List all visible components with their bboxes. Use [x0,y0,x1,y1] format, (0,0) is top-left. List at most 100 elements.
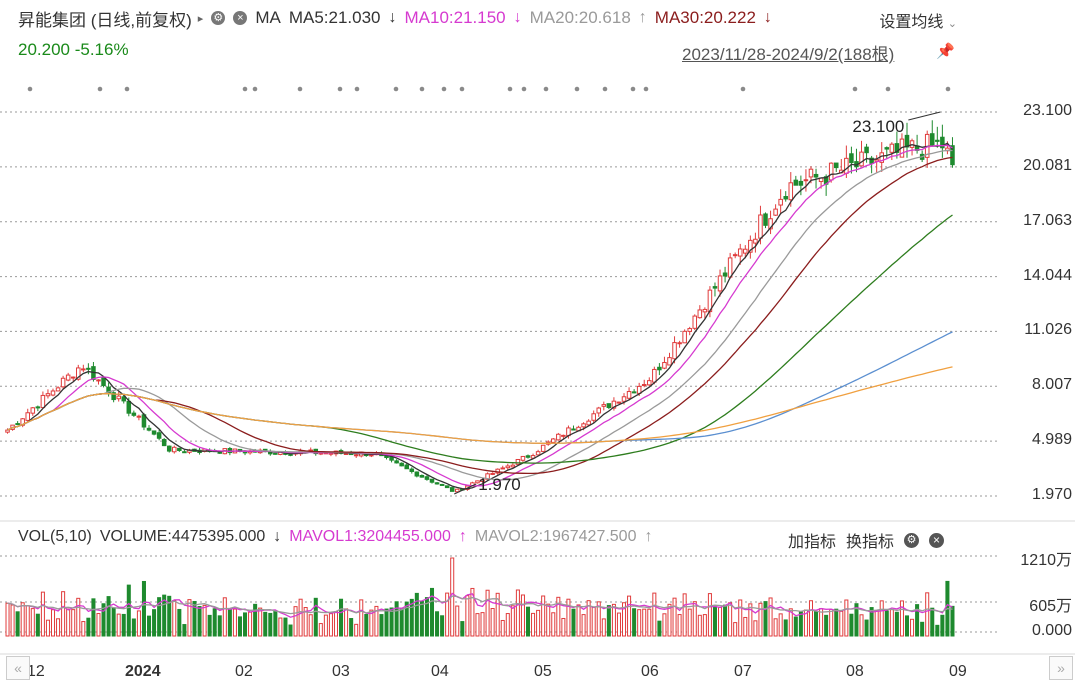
event-marker-icon[interactable] [419,86,425,92]
event-marker-icon[interactable] [459,86,465,92]
candle-body [86,367,91,370]
candle-body [96,379,101,382]
pin-icon[interactable]: 📌 [936,43,955,60]
candle-body [601,404,607,407]
dropdown-triangle-icon[interactable]: ▸ [197,12,204,25]
volume-down-arrow-icon: ↓ [273,528,282,545]
event-marker-icon[interactable] [252,86,258,92]
volume-bar [920,621,925,637]
candle-body [561,434,566,437]
event-marker-icon[interactable] [97,86,103,92]
volume-bar [647,608,652,637]
volume-bar [263,611,268,637]
volume-bar [798,611,803,637]
volume-bar [339,598,344,637]
event-marker-icon[interactable] [393,86,399,92]
event-marker-icon[interactable] [124,86,130,92]
date-range[interactable]: 2023/11/28-2024/9/2(188根) [682,45,895,64]
event-marker-icon[interactable] [885,86,891,92]
volume-bar [30,608,35,637]
candle-body [5,429,10,433]
event-marker-icon[interactable] [507,86,513,92]
add-indicator-button[interactable]: 加指标 [788,534,837,551]
event-marker-icon[interactable] [242,86,248,92]
event-marker-icon[interactable] [643,86,649,92]
volume-bar [56,618,61,637]
volume-bar [288,624,293,637]
scroll-left-button[interactable]: « [6,656,30,680]
scroll-right-button[interactable]: » [1049,656,1073,680]
volume-bar [536,609,541,637]
ma10-value: MA10:21.150 [404,8,506,27]
candle-body [177,447,182,451]
chart-header: 昇能集团 (日线,前复权) ▸ ⚙ × MA MA5:21.030 ↓ MA10:… [18,6,772,30]
event-marker-icon[interactable] [297,86,303,92]
ma-settings-button[interactable]: 设置均线 ⌄ [879,8,957,32]
event-marker-icon[interactable] [27,86,33,92]
event-marker-icon[interactable] [441,86,447,92]
candle-body [15,423,20,426]
candle-body [535,451,541,456]
volume-bar [91,598,96,637]
candle-body [505,465,511,469]
volume-bar [707,593,712,637]
volume-bar [86,617,91,637]
volume-bar [445,592,450,637]
close-icon[interactable]: × [929,532,945,548]
vol-label[interactable]: VOL(5,10) [18,528,92,545]
time-tick-label: 09 [949,663,967,680]
volume-bar [409,598,414,637]
candle-body [859,151,864,167]
stock-title[interactable]: 昇能集团 (日线,前复权) [18,10,192,30]
event-marker-icon[interactable] [602,86,608,92]
volume-bar [915,604,920,637]
candle-body [40,394,46,409]
event-marker-icon[interactable] [852,86,858,92]
volume-bar [859,614,864,637]
volume-bar [551,612,556,637]
switch-indicator-button[interactable]: 换指标 [846,534,895,551]
volume-bar [576,604,581,637]
volume-bar [298,598,303,637]
volume-bar [344,608,349,637]
candle-body [288,453,293,456]
event-marker-icon[interactable] [740,86,746,92]
candle-body [70,376,76,379]
volume-bar [596,601,601,637]
volume-bar [854,603,859,637]
ma20-value: MA20:20.618 [529,8,631,27]
event-marker-icon[interactable] [354,86,360,92]
volume-bar [768,597,773,637]
event-marker-icon[interactable] [574,86,580,92]
event-marker-icon[interactable] [945,86,951,92]
gear-icon[interactable]: ⚙ [211,11,226,25]
candle-body [773,208,778,216]
event-marker-icon[interactable] [521,86,527,92]
candle-body [803,179,809,182]
event-marker-icon[interactable] [543,86,549,92]
mavol1-value: MAVOL1:3204455.000 [289,528,451,545]
event-marker-icon[interactable] [337,86,343,92]
event-marker-icon[interactable] [630,86,636,92]
volume-bar [313,597,318,637]
ma10-down-arrow-icon: ↓ [513,9,522,26]
candle-body [121,396,127,402]
volume-bar [20,602,25,637]
volume-bar [495,592,500,637]
gear-icon[interactable]: ⚙ [904,532,920,548]
volume-bar [197,606,202,637]
candle-body [687,328,692,332]
candle-body [727,257,733,278]
volume-bar [217,615,222,637]
volume-bar [384,608,389,637]
candle-body [712,286,718,289]
time-tick-label: 08 [846,663,864,680]
volume-bar [824,614,829,637]
close-icon[interactable]: × [233,11,248,25]
volume-bar [147,615,152,637]
volume-tick-label: 1210万 [1020,552,1072,569]
price-tick-label: 14.044 [1023,266,1072,284]
volume-bar [212,608,217,637]
volume-bar [925,592,930,637]
